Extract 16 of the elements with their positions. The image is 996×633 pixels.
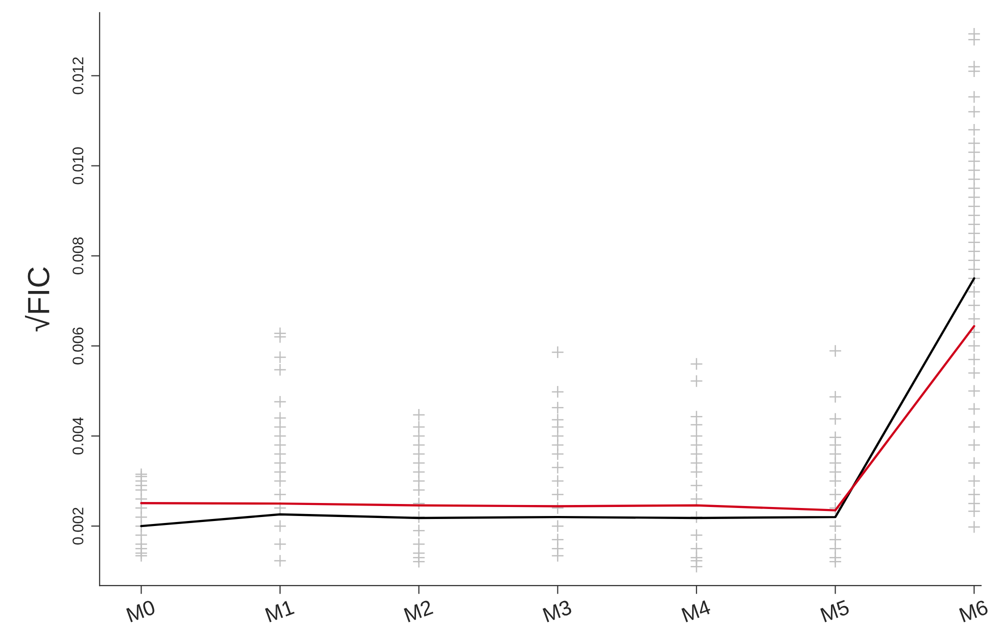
x-tick-label: M6 (958, 600, 989, 622)
x-tick-label: M2 (404, 600, 434, 622)
y-tick-label: 0.002 (72, 508, 84, 545)
y-tick-label: 0.010 (72, 147, 84, 184)
x-tick-label: M5 (820, 600, 850, 622)
y-tick-label: 0.012 (72, 57, 84, 94)
line-series (140, 325, 976, 512)
x-tick-label: M1 (265, 600, 295, 622)
y-tick-label: 0.008 (72, 237, 84, 274)
y-tick-label: 0.004 (72, 417, 84, 455)
x-tick-label: M3 (542, 600, 572, 622)
y-tick-label: 0.006 (72, 327, 84, 364)
x-tick-label: M4 (681, 600, 712, 622)
x-tick-label: M0 (126, 600, 156, 622)
line-series (140, 277, 976, 528)
y-axis-title: √FIC (24, 267, 50, 332)
